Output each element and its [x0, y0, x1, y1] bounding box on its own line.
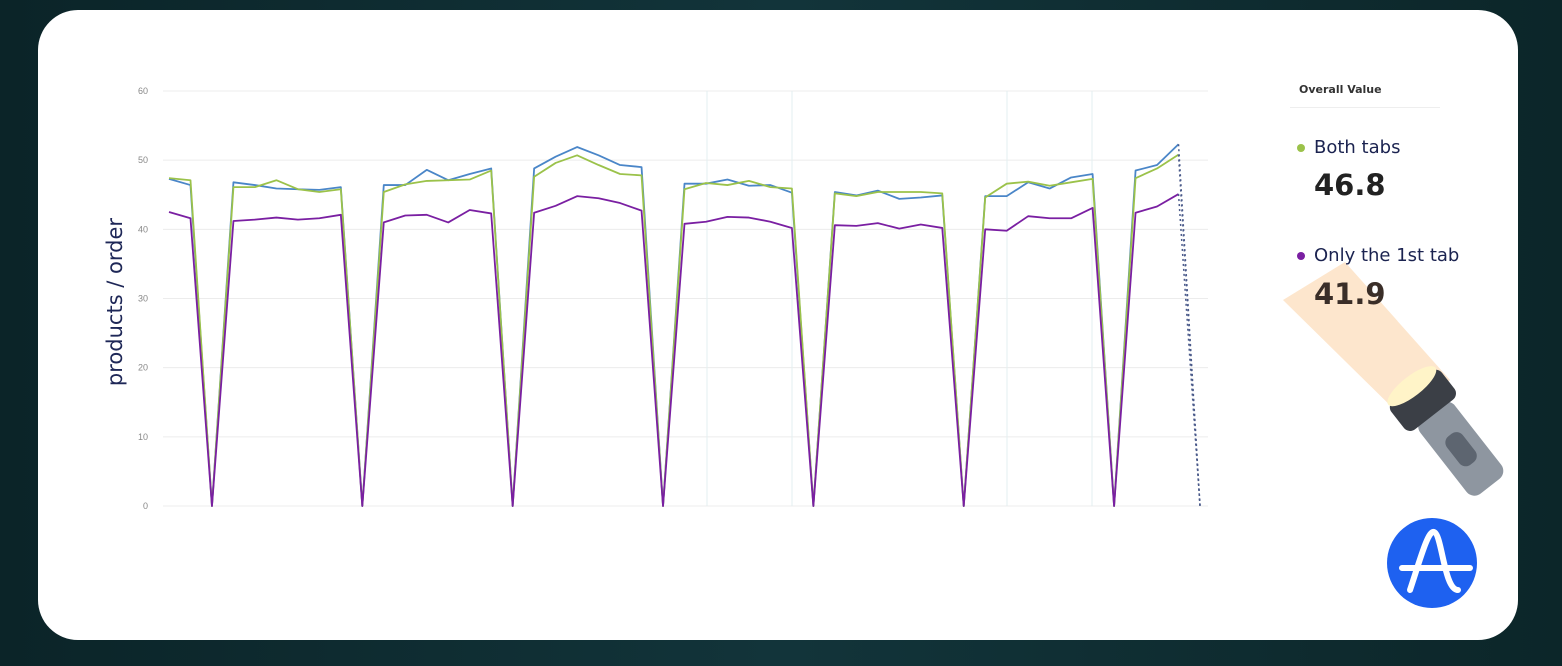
y-tick-label: 40 [138, 224, 148, 234]
legend-divider [1290, 107, 1440, 108]
y-tick-label: 0 [143, 501, 148, 511]
legend-item-both-tabs[interactable]: Both tabs [1297, 137, 1400, 158]
legend-dot [1297, 143, 1305, 152]
y-tick-label: 20 [138, 363, 148, 373]
series-projection-1 [1177, 154, 1201, 507]
series-line-1 [168, 153, 1180, 507]
series-projection-2 [1177, 194, 1201, 507]
legend-title: Overall Value [1299, 83, 1382, 96]
y-axis-ticks: 0 10 20 30 40 50 60 [138, 86, 148, 511]
legend-label: Both tabs [1314, 137, 1401, 158]
legend-label: Only the 1st tab [1314, 245, 1460, 266]
overall-value-only-first-tab: 41.9 [1314, 277, 1386, 311]
grid [163, 90, 1208, 507]
y-tick-label: 30 [138, 294, 148, 304]
chart-card [38, 10, 1518, 640]
amplitude-logo [1387, 518, 1477, 608]
y-axis-label: products / order [103, 217, 127, 387]
legend-dot [1297, 251, 1305, 260]
series-lines [168, 143, 1201, 507]
y-tick-label: 10 [138, 432, 148, 442]
y-tick-label: 50 [138, 155, 148, 165]
flashlight-icon [1387, 366, 1504, 496]
overall-value-both-tabs: 46.8 [1314, 168, 1386, 202]
series-line-2 [168, 193, 1179, 507]
y-tick-label: 60 [138, 86, 148, 96]
legend-item-only-first-tab[interactable]: Only the 1st tab [1297, 245, 1459, 266]
series-line-0 [168, 143, 1180, 507]
